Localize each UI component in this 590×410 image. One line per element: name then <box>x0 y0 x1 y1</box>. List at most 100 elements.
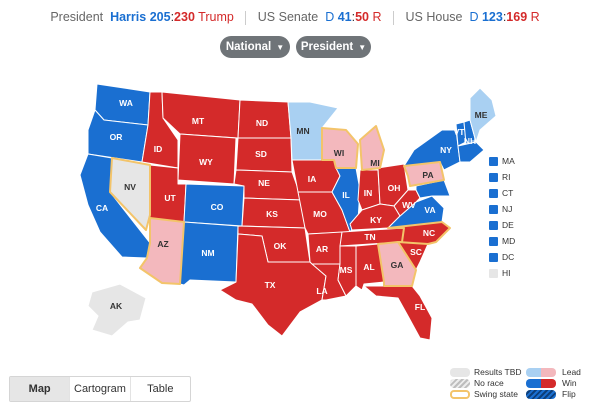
state-label-MO: MO <box>313 209 327 219</box>
legend-swatch-win <box>526 379 556 388</box>
view-tabs: Map Cartogram Table <box>9 376 191 402</box>
legend-swatch-flip-dem <box>526 390 556 399</box>
house-rep-count: 169 <box>506 10 528 24</box>
legend-swing-state: Swing state <box>474 389 518 399</box>
legend-swatch-lead <box>526 368 556 377</box>
state-FL[interactable] <box>363 285 433 341</box>
small-state-swatch[interactable] <box>489 253 498 262</box>
senate-dem-letter: D <box>325 10 335 24</box>
state-TX[interactable] <box>219 233 327 337</box>
small-state-swatch[interactable] <box>489 157 498 166</box>
legend-swatch-swing <box>450 390 470 399</box>
state-label-CA: CA <box>96 203 108 213</box>
president-rep-name: Trump <box>198 10 234 24</box>
state-label-ME: ME <box>475 110 488 120</box>
legend-flip: Flip <box>562 389 576 399</box>
state-label-IL: IL <box>342 190 350 200</box>
senate-sep: : <box>351 10 356 24</box>
house-summary[interactable]: US House D 123:169 R <box>398 10 548 24</box>
senate-rep-count: 50 <box>355 10 370 24</box>
state-label-AR: AR <box>316 244 328 254</box>
state-label-WV: WV <box>402 200 416 210</box>
senate-summary[interactable]: US Senate D 41:50 R <box>250 10 390 24</box>
state-label-NC: NC <box>423 228 435 238</box>
small-state-label: RI <box>502 172 511 182</box>
small-state-swatch[interactable] <box>489 189 498 198</box>
chevron-down-icon: ▼ <box>276 42 285 52</box>
state-label-AZ: AZ <box>157 239 168 249</box>
state-label-OK: OK <box>274 241 288 251</box>
tab-cartogram[interactable]: Cartogram <box>70 377 131 401</box>
small-state-label: DC <box>502 252 515 262</box>
legend-swatch-no-race <box>450 379 470 388</box>
results-summary-bar: President Harris 205:230 Trump US Senate… <box>0 10 590 32</box>
us-electoral-map: WA OR CA NV ID MT WY UT AZ CO NM ND SD N… <box>79 83 497 341</box>
president-rep-count: 230 <box>174 10 195 24</box>
small-state-swatch[interactable] <box>489 221 498 230</box>
state-label-KS: KS <box>266 209 278 219</box>
state-label-GA: GA <box>391 260 404 270</box>
state-label-NH: NH <box>464 136 476 146</box>
small-state-label: CT <box>502 188 514 198</box>
state-ME[interactable] <box>469 87 497 143</box>
legend-swatch-tbd <box>450 368 470 377</box>
state-MT[interactable] <box>161 91 241 139</box>
legend-results-tbd: Results TBD <box>474 367 522 377</box>
state-label-IA: IA <box>308 174 317 184</box>
tab-map[interactable]: Map <box>10 377 71 401</box>
senate-rep-letter: R <box>372 10 382 24</box>
small-state-swatch[interactable] <box>489 237 498 246</box>
state-label-MN: MN <box>296 126 309 136</box>
small-state-label: MA <box>502 156 515 166</box>
race-dropdown-label: President <box>300 41 354 53</box>
senate-dem-count: 41 <box>337 10 352 24</box>
small-state-label: DE <box>502 220 514 230</box>
state-NE-coast[interactable] <box>457 141 485 163</box>
state-label-NV: NV <box>124 182 136 192</box>
scope-dropdown[interactable]: National ▼ <box>220 36 290 58</box>
state-label-OH: OH <box>388 183 401 193</box>
state-label-NE: NE <box>258 178 270 188</box>
state-label-LA: LA <box>316 286 327 296</box>
race-dropdown[interactable]: President ▼ <box>296 36 371 58</box>
state-label-CO: CO <box>211 202 224 212</box>
state-label-SD: SD <box>255 149 267 159</box>
state-label-KY: KY <box>370 215 382 225</box>
state-AK[interactable] <box>87 283 147 337</box>
small-state-swatch[interactable] <box>489 205 498 214</box>
legend-no-race: No race <box>474 378 504 388</box>
chevron-down-icon: ▼ <box>358 42 367 52</box>
house-dem-count: 123 <box>481 10 503 24</box>
state-label-IN: IN <box>364 188 373 198</box>
legend-lead: Lead <box>562 367 581 377</box>
state-label-OR: OR <box>110 132 123 142</box>
divider <box>393 10 395 25</box>
state-label-ID: ID <box>154 144 163 154</box>
state-label-NY: NY <box>440 145 452 155</box>
state-label-VA: VA <box>424 205 435 215</box>
state-label-MS: MS <box>340 265 353 275</box>
small-state-label: MD <box>502 236 516 246</box>
state-label-UT: UT <box>164 193 176 203</box>
small-state-swatch[interactable] <box>489 173 498 182</box>
state-label-ND: ND <box>256 118 268 128</box>
state-label-VT: VT <box>454 127 466 137</box>
president-summary[interactable]: President Harris 205:230 Trump <box>42 10 242 24</box>
house-dem-letter: D <box>469 10 479 24</box>
state-label-NM: NM <box>201 248 214 258</box>
small-state-label: NJ <box>502 204 513 214</box>
divider <box>245 10 247 25</box>
state-label-WI: WI <box>334 148 344 158</box>
state-label-PA: PA <box>422 170 433 180</box>
small-state-swatch[interactable] <box>489 269 498 278</box>
senate-label: US Senate <box>257 10 319 24</box>
state-label-AK: AK <box>110 301 123 311</box>
state-label-WA: WA <box>119 98 133 108</box>
president-dem-count: 205 <box>149 10 171 24</box>
house-sep: : <box>502 10 507 24</box>
legend-win: Win <box>562 378 577 388</box>
tab-table[interactable]: Table <box>147 383 174 395</box>
state-label-AL: AL <box>363 262 374 272</box>
state-label-TN: TN <box>364 232 375 242</box>
state-label-WY: WY <box>199 157 213 167</box>
